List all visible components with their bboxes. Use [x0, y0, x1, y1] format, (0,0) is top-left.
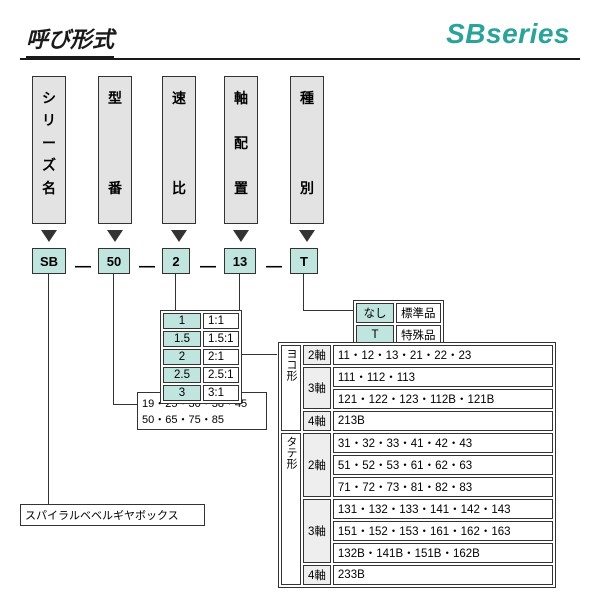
dash-2: —	[200, 258, 216, 276]
chip-model: 50	[98, 248, 130, 274]
ratio-val: 3:1	[203, 385, 239, 401]
dash-3: —	[266, 258, 282, 276]
axis-count: 3軸	[303, 499, 331, 563]
type-none-label: なし	[356, 303, 394, 323]
axis-count: 4軸	[303, 565, 331, 585]
axis-group-label: タテ形	[281, 433, 301, 585]
col-header-char: 速	[172, 87, 186, 109]
ratio-key: 3	[163, 385, 201, 401]
ratio-key: 1	[163, 313, 201, 329]
col-header-char: ー	[42, 132, 56, 154]
col-header-type: 種 別	[290, 76, 324, 224]
col-arrow-type	[299, 230, 315, 242]
col-header-char: 名	[42, 177, 56, 199]
conn-series-v	[48, 274, 49, 512]
series-title: SBseries	[446, 18, 570, 50]
col-header-char: 比	[172, 177, 186, 199]
axis-count: 3軸	[303, 367, 331, 409]
col-header-char: 置	[234, 177, 248, 199]
axis-codes: 151・152・153・161・162・163	[333, 521, 553, 541]
col-header-ratio: 速 比	[162, 76, 196, 224]
ratio-val: 2:1	[203, 349, 239, 365]
ratio-val: 1:1	[203, 313, 239, 329]
col-header-char: 軸	[234, 87, 248, 109]
axis-codes: 233B	[333, 565, 553, 585]
axis-codes: 131・132・133・141・142・143	[333, 499, 553, 519]
conn-type-v	[303, 274, 304, 310]
dash-1: —	[139, 258, 155, 276]
col-arrow-axis	[233, 230, 249, 242]
axis-table: ヨコ形2軸11・12・13・21・22・233軸111・112・113121・1…	[278, 342, 556, 588]
chip-ratio: 2	[162, 248, 190, 274]
conn-model-v	[113, 274, 114, 404]
col-arrow-ratio	[171, 230, 187, 242]
col-header-char	[113, 154, 117, 176]
col-header-char	[177, 154, 181, 176]
axis-codes: 11・12・13・21・22・23	[333, 345, 553, 365]
type-none-text: 標準品	[396, 303, 441, 323]
page-title: 呼び形式	[26, 22, 114, 59]
ratio-key: 1.5	[163, 331, 201, 347]
col-header-char	[239, 109, 243, 131]
chip-type: T	[290, 248, 318, 274]
col-header-char: 型	[108, 87, 122, 109]
conn-ratio-v	[175, 274, 176, 310]
col-header-char: リ	[42, 109, 56, 131]
ratio-table: 11:11.51.5:122:12.52.5:133:1	[160, 310, 242, 404]
col-header-char: 別	[300, 177, 314, 199]
col-header-char: ズ	[42, 154, 56, 176]
chip-series: SB	[32, 248, 66, 274]
col-header-char	[305, 109, 309, 131]
col-header-char	[113, 132, 117, 154]
col-header-char	[305, 132, 309, 154]
axis-count: 2軸	[303, 345, 331, 365]
axis-codes: 132B・141B・151B・162B	[333, 543, 553, 563]
series-note: スパイラルベベルギヤボックス	[20, 504, 205, 526]
type-table: なし 標準品 T 特殊品	[353, 300, 444, 348]
conn-model-h	[113, 404, 137, 405]
col-header-char: 配	[234, 132, 248, 154]
col-header-series: シリーズ名	[32, 76, 66, 224]
axis-count: 4軸	[303, 411, 331, 431]
axis-count: 2軸	[303, 433, 331, 497]
col-arrow-model	[107, 230, 123, 242]
col-header-model: 型 番	[98, 76, 132, 224]
conn-axis-h	[239, 354, 277, 355]
ratio-key: 2	[163, 349, 201, 365]
col-header-char	[177, 132, 181, 154]
col-header-char: 種	[300, 87, 314, 109]
axis-codes: 71・72・73・81・82・83	[333, 477, 553, 497]
col-header-char	[305, 154, 309, 176]
col-header-axis: 軸 配 置	[224, 76, 258, 224]
conn-type-h	[303, 310, 353, 311]
dash-0: —	[75, 258, 91, 276]
axis-codes: 31・32・33・41・42・43	[333, 433, 553, 453]
col-header-char: シ	[42, 87, 56, 109]
axis-codes: 121・122・123・112B・121B	[333, 389, 553, 409]
axis-codes: 111・112・113	[333, 367, 553, 387]
axis-codes: 51・52・53・61・62・63	[333, 455, 553, 475]
ratio-val: 2.5:1	[203, 367, 239, 383]
col-header-char: 番	[108, 177, 122, 199]
axis-group-label: ヨコ形	[281, 345, 301, 431]
ratio-val: 1.5:1	[203, 331, 239, 347]
col-header-char	[177, 109, 181, 131]
col-header-char	[113, 109, 117, 131]
col-header-char	[239, 154, 243, 176]
ratio-key: 2.5	[163, 367, 201, 383]
col-arrow-series	[41, 230, 57, 242]
axis-codes: 213B	[333, 411, 553, 431]
chip-axis: 13	[224, 248, 256, 274]
header-rule	[20, 58, 580, 60]
